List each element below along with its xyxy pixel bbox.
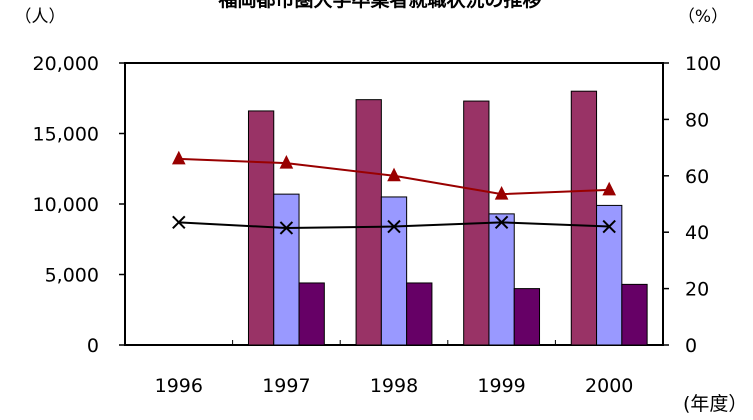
- bar: [380, 196, 408, 346]
- left-axis-tick-label: 0: [87, 335, 99, 357]
- right-axis-tick-label: 40: [685, 222, 709, 244]
- left-axis-tick-label: 20,000: [33, 53, 99, 75]
- data-point: [602, 181, 617, 196]
- data-point: [387, 219, 401, 234]
- data-point: [279, 154, 294, 169]
- right-axis-tick-label: 60: [685, 166, 709, 188]
- right-axis-unit: （%）: [678, 7, 728, 27]
- right-axis-tick-label: 20: [685, 279, 709, 301]
- bar: [273, 193, 300, 346]
- x-axis-tick-label: 1998: [370, 375, 418, 397]
- left-axis-unit: （人）: [15, 7, 66, 27]
- x-axis-unit: (年度）: [683, 393, 747, 415]
- x-axis-tick-label: 1996: [155, 375, 203, 397]
- bar: [570, 90, 598, 346]
- data-point: [494, 186, 509, 200]
- data-point: [387, 167, 401, 182]
- bar: [513, 288, 541, 346]
- plot-area: 0 5,000 10,000 15,000 20,000 0 20 40 60 80 100 1996…: [33, 53, 722, 397]
- bar: [621, 283, 648, 346]
- left-axis-tick-label: 15,000: [33, 124, 99, 146]
- chart-title: 福岡都市圏大学卒業者就職状況の推移: [217, 0, 541, 11]
- data-point: [494, 215, 509, 230]
- bar: [355, 99, 382, 346]
- data-point: [279, 221, 294, 235]
- bar: [488, 213, 515, 346]
- right-axis-tick-label: 80: [685, 109, 709, 131]
- right-axis-tick-label: 0: [685, 335, 697, 357]
- left-axis-tick-label: 10,000: [33, 194, 99, 216]
- bar: [596, 204, 623, 346]
- x-axis-tick-label: 1997: [262, 375, 310, 397]
- bar: [406, 282, 433, 346]
- data-point: [602, 219, 616, 234]
- data-point: [172, 215, 186, 230]
- left-axis-tick-label: 5,000: [45, 265, 99, 287]
- bar: [298, 282, 325, 346]
- right-axis-tick-label: 100: [685, 53, 721, 75]
- x-axis-tick-label: 2000: [585, 375, 633, 397]
- x-axis-tick-label: 1999: [477, 375, 525, 397]
- data-point: [171, 150, 186, 165]
